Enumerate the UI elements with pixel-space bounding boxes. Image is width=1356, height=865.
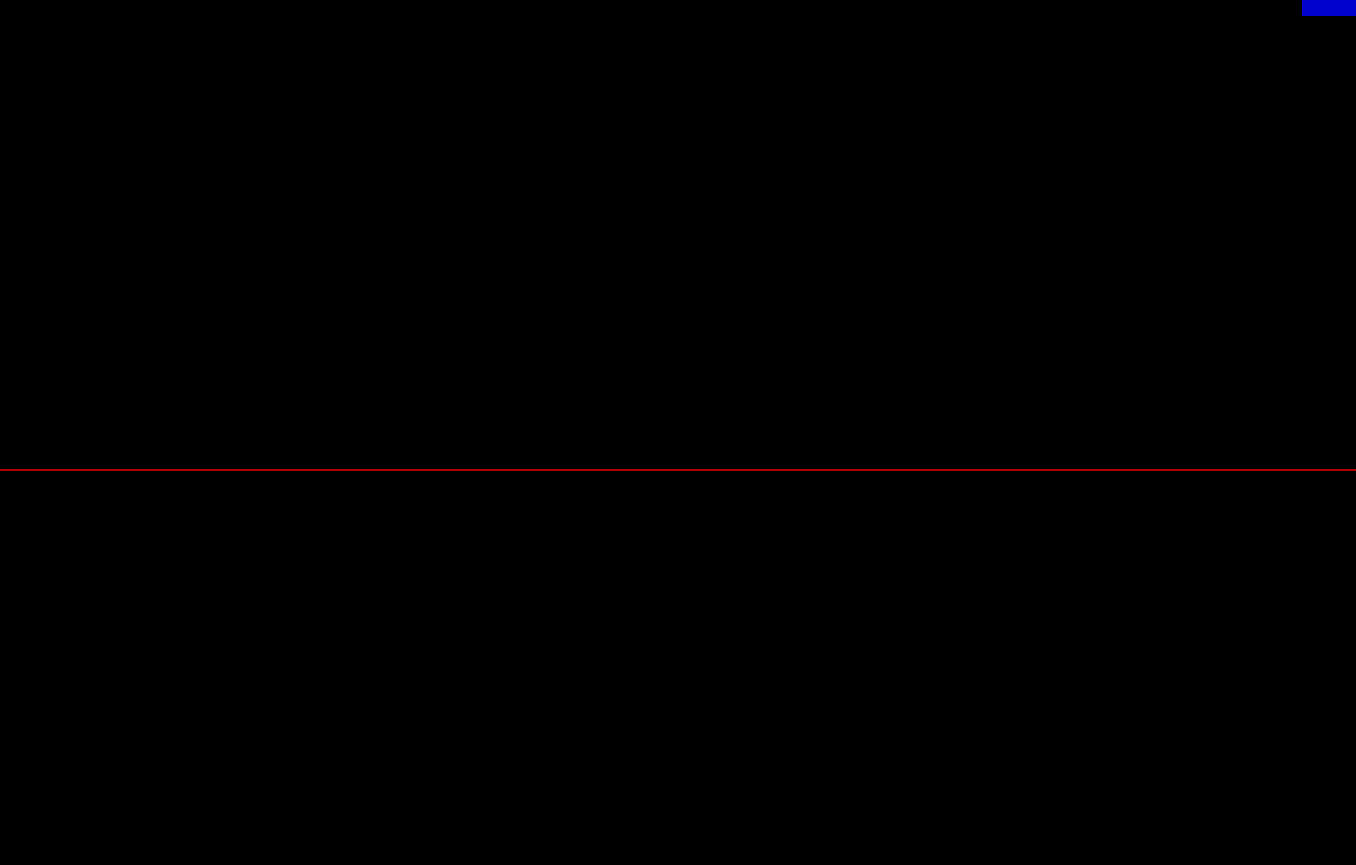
price-cursor-tag <box>1302 0 1356 16</box>
panel-divider <box>0 469 1356 471</box>
